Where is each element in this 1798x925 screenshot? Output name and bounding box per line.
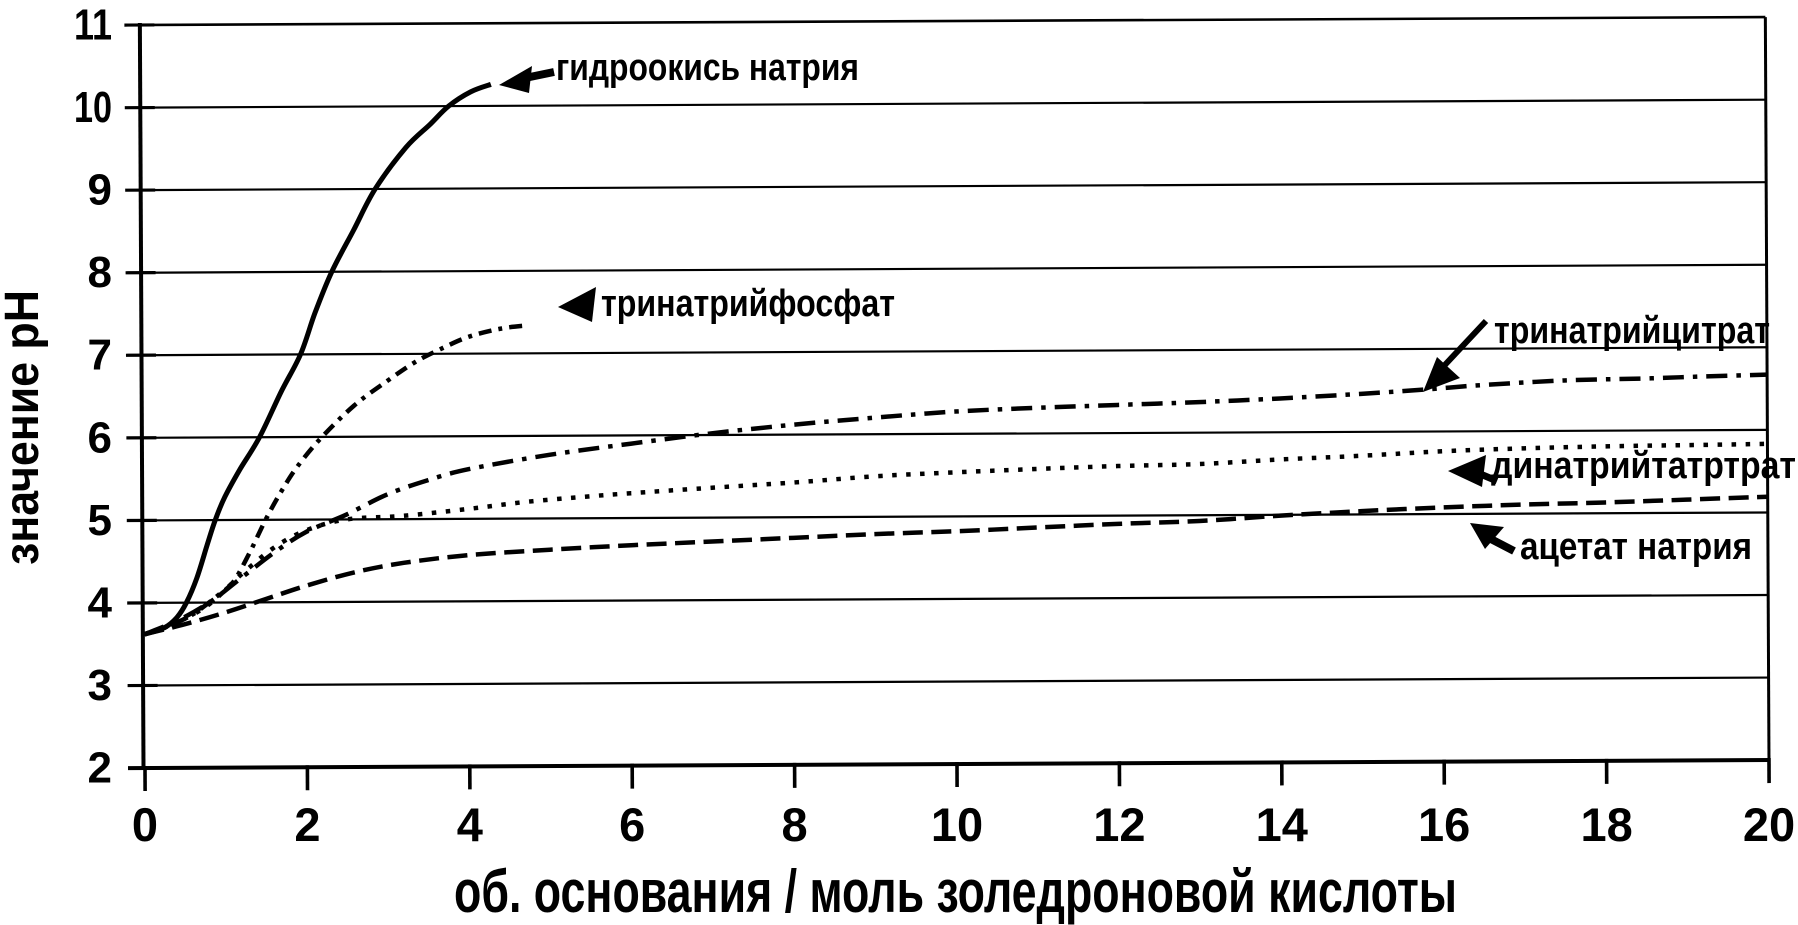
svg-text:об. основания / моль золедроно: об. основания / моль золедроновой кислот… bbox=[454, 858, 1457, 925]
svg-text:гидроокись натрия: гидроокись натрия bbox=[556, 47, 859, 89]
svg-text:значение pH: значение pH bbox=[0, 290, 49, 565]
svg-text:5: 5 bbox=[88, 496, 112, 545]
svg-text:2: 2 bbox=[88, 744, 112, 793]
svg-text:ацетат натрия: ацетат натрия bbox=[1520, 526, 1752, 568]
svg-text:6: 6 bbox=[619, 798, 645, 851]
svg-text:10: 10 bbox=[931, 798, 983, 851]
svg-text:7: 7 bbox=[88, 331, 112, 380]
svg-text:4: 4 bbox=[88, 578, 113, 627]
svg-text:4: 4 bbox=[457, 798, 483, 851]
svg-text:10: 10 bbox=[74, 83, 112, 132]
svg-text:динатрийтатртрат: динатрийтатртрат bbox=[1491, 445, 1796, 487]
svg-text:6: 6 bbox=[88, 413, 112, 462]
svg-text:18: 18 bbox=[1580, 798, 1632, 851]
svg-text:9: 9 bbox=[88, 166, 112, 215]
svg-text:11: 11 bbox=[74, 1, 112, 50]
svg-text:12: 12 bbox=[1093, 798, 1145, 851]
svg-text:тринатрийцитрат: тринатрийцитрат bbox=[1494, 310, 1770, 352]
svg-text:20: 20 bbox=[1743, 798, 1795, 851]
svg-text:2: 2 bbox=[294, 798, 320, 851]
svg-text:тринатрийфосфат: тринатрийфосфат bbox=[601, 283, 895, 325]
svg-text:8: 8 bbox=[88, 248, 112, 297]
svg-text:3: 3 bbox=[88, 661, 112, 710]
svg-text:0: 0 bbox=[132, 798, 158, 851]
svg-text:14: 14 bbox=[1256, 798, 1308, 851]
svg-text:16: 16 bbox=[1418, 798, 1470, 851]
svg-text:8: 8 bbox=[782, 798, 808, 851]
